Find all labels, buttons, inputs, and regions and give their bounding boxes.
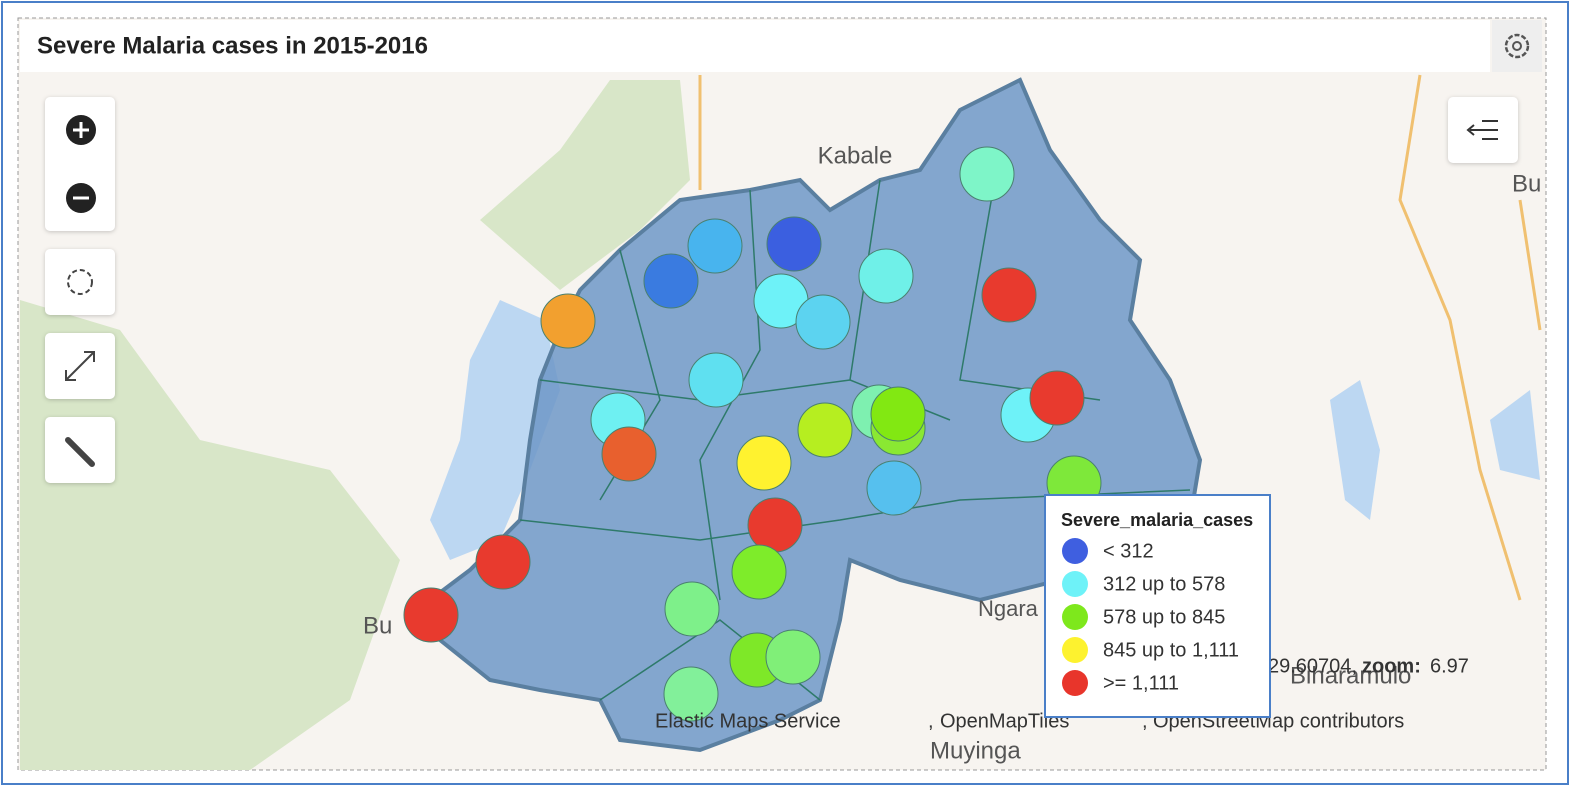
legend-label: 578 up to 845	[1103, 606, 1225, 628]
point	[795, 294, 851, 350]
icon	[65, 437, 95, 467]
point	[797, 402, 853, 458]
zoom-value: 6.97	[1430, 655, 1469, 677]
legend-swatch	[1062, 670, 1088, 696]
point	[736, 435, 792, 491]
point	[663, 666, 719, 722]
point	[866, 460, 922, 516]
zoom-controls	[45, 97, 115, 231]
lake	[1330, 380, 1380, 520]
legend-items: < 312 312 up to 578 578 up to 845 845 up to…	[1062, 538, 1239, 696]
point	[403, 587, 459, 643]
icon	[73, 122, 89, 138]
panel-title: Severe Malaria cases in 2015-2016	[37, 32, 428, 59]
place-label: Kabale	[818, 142, 893, 169]
road	[698, 74, 1542, 601]
gear-icon	[1512, 41, 1522, 51]
point	[981, 267, 1037, 323]
separator: ,	[928, 710, 934, 732]
park	[20, 300, 400, 770]
coordinates: 29.60704,	[1268, 655, 1357, 677]
legend-label: < 312	[1103, 540, 1154, 562]
point	[688, 352, 744, 408]
point	[747, 497, 803, 553]
lake	[430, 300, 560, 560]
point	[475, 534, 531, 590]
point	[870, 386, 926, 442]
zoom-label: zoom:	[1362, 655, 1421, 677]
place-label: Biharamulo	[1290, 662, 1411, 689]
separator: ,	[1142, 710, 1148, 732]
icon	[67, 269, 93, 295]
icon	[65, 351, 95, 381]
point	[664, 581, 720, 637]
terrain	[20, 74, 1542, 770]
legend-swatch	[1062, 637, 1088, 663]
point	[643, 253, 699, 309]
legend-swatch	[1062, 571, 1088, 597]
point	[766, 216, 822, 272]
legend-swatch	[1062, 538, 1088, 564]
icon	[1466, 120, 1498, 140]
place-label: Bu	[363, 612, 392, 639]
place-label: Ngara	[978, 596, 1039, 621]
lake	[1490, 390, 1540, 480]
settings-button[interactable]	[1492, 20, 1542, 72]
point	[858, 248, 914, 304]
point	[731, 544, 787, 600]
park	[480, 80, 690, 290]
attribution[interactable]: Elastic Maps Service	[655, 710, 841, 732]
point	[1029, 370, 1085, 426]
legend-label: 845 up to 1,111	[1103, 639, 1239, 661]
title-bar	[20, 20, 1490, 72]
point	[959, 146, 1015, 202]
place-label: Muyinga	[930, 737, 1021, 764]
point	[687, 218, 743, 274]
point	[765, 629, 821, 685]
legend-swatch	[1062, 604, 1088, 630]
point	[540, 293, 596, 349]
place-label: Bu	[1512, 170, 1541, 197]
locate-button[interactable]	[45, 249, 115, 315]
attribution[interactable]: OpenMapTiles	[940, 710, 1069, 732]
legend-label: >= 1,111	[1103, 672, 1179, 694]
point	[601, 426, 657, 482]
gear-icon	[1504, 33, 1530, 59]
legend-label: 312 up to 578	[1103, 573, 1225, 595]
legend-title: Severe_malaria_cases	[1061, 510, 1253, 530]
